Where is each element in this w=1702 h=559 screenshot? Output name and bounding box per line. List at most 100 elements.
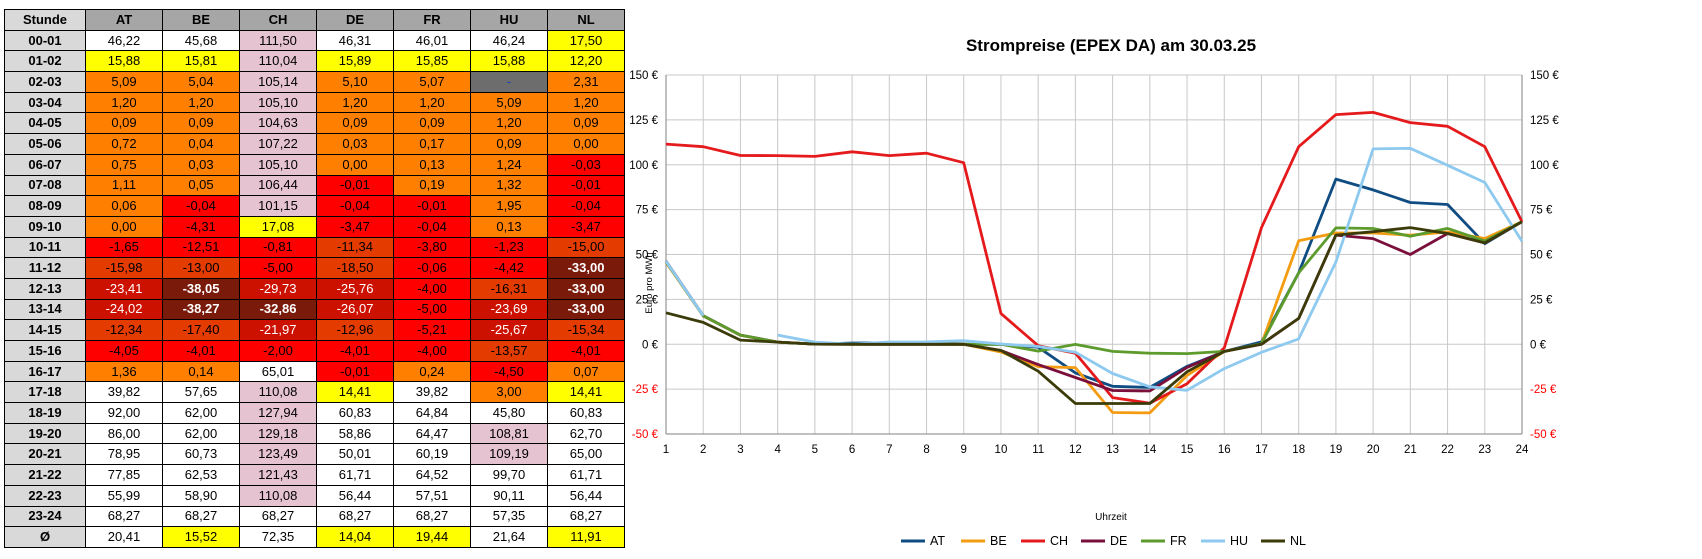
- price-cell-hu: -23,69: [470, 298, 548, 321]
- price-cell-be: 62,53: [162, 464, 240, 486]
- price-table: Stunde AT BE CH DE FR HU NL 00-01 46,22 45…: [4, 9, 625, 548]
- price-cell-at: 46,22: [85, 29, 163, 52]
- price-cell-at: 15,88: [85, 50, 163, 73]
- y-tick-label-right: 0 €: [1530, 339, 1547, 351]
- price-cell-fr: 68,27: [393, 505, 471, 528]
- x-tick-label: 14: [1143, 444, 1156, 456]
- price-cell-at: 68,27: [85, 505, 163, 528]
- price-cell-hu: 0,13: [470, 215, 548, 238]
- hour-cell: 15-16: [4, 340, 86, 362]
- y-tick-label-left: 100 €: [629, 160, 658, 172]
- price-cell-be: -0,04: [162, 195, 240, 217]
- x-tick-label: 21: [1404, 444, 1417, 456]
- price-cell-nl: 0,07: [547, 360, 625, 383]
- price-cell-ch: -21,97: [239, 319, 317, 341]
- table-row: 09-10 0,00 -4,31 17,08 -3,47 -0,04 0,13 -3,47: [4, 215, 625, 238]
- column-header-nl: NL: [547, 9, 625, 31]
- series-line-nl: [665, 220, 1523, 405]
- price-cell-nl: 61,71: [547, 464, 625, 486]
- chart-title: Strompreise (EPEX DA) am 30.03.25: [966, 36, 1256, 55]
- price-cell-nl: -4,01: [547, 340, 625, 362]
- table-row: 05-06 0,72 0,04 107,22 0,03 0,17 0,09 0,00: [4, 133, 625, 155]
- price-cell-at: 55,99: [85, 484, 163, 507]
- price-cell-nl: -33,00: [547, 257, 625, 279]
- price-cell-hu: 45,80: [470, 402, 548, 424]
- price-cell-at: 86,00: [85, 422, 163, 445]
- y-tick-label-left: -50 €: [632, 429, 659, 441]
- price-cell-at: 0,06: [85, 195, 163, 217]
- price-cell-nl: 0,00: [547, 133, 625, 155]
- price-cell-hu: -13,57: [470, 340, 548, 362]
- price-cell-fr: -4,00: [393, 340, 471, 362]
- y-tick-label-left: 75 €: [636, 205, 659, 217]
- x-axis-label: Uhrzeit: [1095, 512, 1127, 523]
- price-cell-at: 1,11: [85, 174, 163, 197]
- price-cell-at: 92,00: [85, 402, 163, 424]
- table-row: 16-17 1,36 0,14 65,01 -0,01 0,24 -4,50 0,07: [4, 360, 625, 383]
- price-cell-hu: 1,95: [470, 195, 548, 217]
- price-cell-ch: 68,27: [239, 505, 317, 528]
- table-row: 19-20 86,00 62,00 129,18 58,86 64,47 108,81 62,…: [4, 422, 625, 445]
- price-cell-nl: -0,03: [547, 153, 625, 176]
- price-cell-fr: 5,07: [393, 71, 471, 93]
- table-row: 15-16 -4,05 -4,01 -2,00 -4,01 -4,00 -13,57 -4,0…: [4, 340, 625, 362]
- y-tick-label-left: 50 €: [636, 250, 659, 262]
- price-cell-hu: 3,00: [470, 381, 548, 404]
- price-cell-at: 77,85: [85, 464, 163, 486]
- price-cell-ch: -0,81: [239, 236, 317, 259]
- x-tick-label: 12: [1069, 444, 1082, 456]
- hour-cell: 01-02: [4, 50, 86, 73]
- price-cell-ch: 105,10: [239, 91, 317, 114]
- price-cell-fr: 15,85: [393, 50, 471, 73]
- price-cell-fr: -5,21: [393, 319, 471, 341]
- price-cell-hu: 108,81: [470, 422, 548, 445]
- price-cell-fr: 19,44: [393, 526, 471, 548]
- legend-label-ch: CH: [1050, 534, 1068, 548]
- price-cell-hu: 109,19: [470, 443, 548, 466]
- price-cell-de: -25,76: [316, 277, 394, 300]
- price-cell-be: 0,04: [162, 133, 240, 155]
- price-cell-hu: -: [470, 71, 548, 93]
- price-cell-nl: 68,27: [547, 505, 625, 528]
- price-cell-be: -4,31: [162, 215, 240, 238]
- legend-label-fr: FR: [1170, 534, 1187, 548]
- price-cell-nl: 60,83: [547, 402, 625, 424]
- x-tick-label: 8: [923, 444, 929, 456]
- table-row: 22-23 55,99 58,90 110,08 56,44 57,51 90,11 56,4…: [4, 484, 625, 507]
- table-row: 02-03 5,09 5,04 105,14 5,10 5,07-2,31: [4, 71, 625, 93]
- price-cell-fr: 46,01: [393, 29, 471, 52]
- price-cell-fr: 64,47: [393, 422, 471, 445]
- table-row: 01-02 15,88 15,81 110,04 15,89 15,85 15,88 12,2…: [4, 50, 625, 73]
- price-cell-at: 78,95: [85, 443, 163, 466]
- hour-cell: 09-10: [4, 215, 86, 238]
- price-cell-ch: 65,01: [239, 360, 317, 383]
- price-cell-be: 0,05: [162, 174, 240, 197]
- price-cell-de: -12,96: [316, 319, 394, 341]
- price-cell-be: 58,90: [162, 484, 240, 507]
- table-row: 17-18 39,82 57,65 110,08 14,41 39,82 3,00 14,41: [4, 381, 625, 404]
- price-cell-hu: 21,64: [470, 526, 548, 548]
- x-tick-label: 1: [663, 444, 669, 456]
- price-cell-hu: -1,23: [470, 236, 548, 259]
- price-cell-ch: 107,22: [239, 133, 317, 155]
- x-tick-label: 11: [1032, 444, 1044, 456]
- x-tick-label: 16: [1218, 444, 1231, 456]
- table-row: 11-12 -15,98 -13,00 -5,00 -18,50 -0,06 -4,42 -3…: [4, 257, 625, 279]
- hour-cell: 23-24: [4, 505, 86, 528]
- price-cell-nl: 17,50: [547, 29, 625, 52]
- price-cell-de: -3,47: [316, 215, 394, 238]
- price-cell-ch: -32,86: [239, 298, 317, 321]
- y-tick-label-right: 100 €: [1530, 160, 1559, 172]
- table-row: 07-08 1,11 0,05 106,44 -0,01 0,19 1,32 -0,01: [4, 174, 625, 197]
- price-cell-fr: 39,82: [393, 381, 471, 404]
- hour-cell: 05-06: [4, 133, 86, 155]
- table-row: 23-24 68,27 68,27 68,27 68,27 68,27 57,35 68,27: [4, 505, 625, 528]
- price-line-chart: Strompreise (EPEX DA) am 30.03.25 1 50 € 1…: [629, 36, 1559, 548]
- price-cell-fr: -0,04: [393, 215, 471, 238]
- price-cell-hu: -25,67: [470, 319, 548, 341]
- price-cell-de: -18,50: [316, 257, 394, 279]
- price-cell-fr: 64,84: [393, 402, 471, 424]
- y-tick-label-left: 25 €: [636, 294, 659, 306]
- price-cell-fr: -3,80: [393, 236, 471, 259]
- axes: 150 €150 €125 €125 €100 €100 €75 €75 €50…: [629, 70, 1559, 456]
